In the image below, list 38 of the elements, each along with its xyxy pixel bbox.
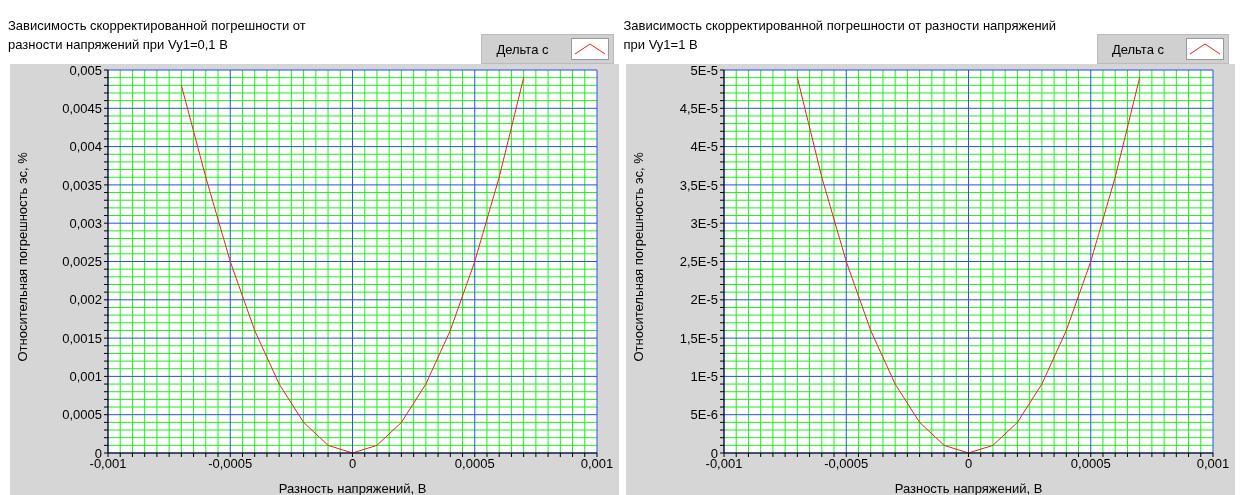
line-series: [180, 77, 525, 453]
y-tick-label: 0,0045: [62, 100, 102, 116]
y-tick-label: 0,0035: [62, 177, 102, 193]
y-tick-label: 4E-5: [690, 139, 718, 155]
y-tick-label: 0,005: [69, 62, 102, 78]
y-tick-label: 1E-5: [690, 369, 718, 385]
chart-title: Зависимость скорректированной погрешности от разности напряжений при Vy1=1 В: [623, 17, 1058, 54]
x-axis-title: Разность напряжений, В: [278, 481, 427, 495]
x-tick-label: 0,0005: [1070, 456, 1111, 472]
x-tick-label: 0,001: [1196, 456, 1229, 472]
y-tick-label: 3,5E-5: [679, 177, 718, 193]
y-tick-label: 0,0025: [62, 254, 102, 270]
y-tick-label: 0,002: [69, 292, 102, 308]
y-tick-label: 2,5E-5: [679, 254, 718, 270]
y-tick-label: 2E-5: [690, 292, 718, 308]
x-tick-label: 0: [348, 456, 357, 472]
x-tick-label: 0,001: [580, 456, 614, 472]
y-tick-label: 4,5E-5: [679, 100, 718, 116]
y-tick-label: 5E-5: [690, 62, 718, 78]
y-tick-label: 0,003: [69, 215, 102, 231]
x-tick-label: -0,0005: [823, 456, 868, 472]
y-tick-label: 5E-6: [690, 407, 718, 423]
x-tick-label: 0,0005: [454, 456, 495, 472]
y-tick-label: 0,001: [69, 369, 102, 385]
y-tick-label: 3E-5: [690, 215, 718, 231]
y-tick-label: 0,0005: [62, 407, 102, 423]
y-tick-label: 1,5E-5: [679, 330, 718, 346]
y-tick-label: 0,004: [69, 139, 102, 155]
y-axis-title: Относительная погрешность эс, %: [630, 151, 646, 362]
x-tick-label: 0: [964, 456, 972, 472]
line-series: [796, 77, 1140, 453]
x-axis-title: Разность напряжений, В: [894, 481, 1042, 495]
legend-label: Дельта с: [496, 41, 549, 57]
chart-title: Зависимость скорректированной погрешности от разности напряжений при Vy1=0,1 В: [8, 17, 307, 54]
y-axis-title: Относительная погрешность эс, %: [14, 151, 30, 362]
y-tick-label: 0,0015: [62, 330, 102, 346]
x-tick-label: -0,0005: [208, 456, 253, 472]
legend-label: Дельта с: [1111, 41, 1164, 57]
